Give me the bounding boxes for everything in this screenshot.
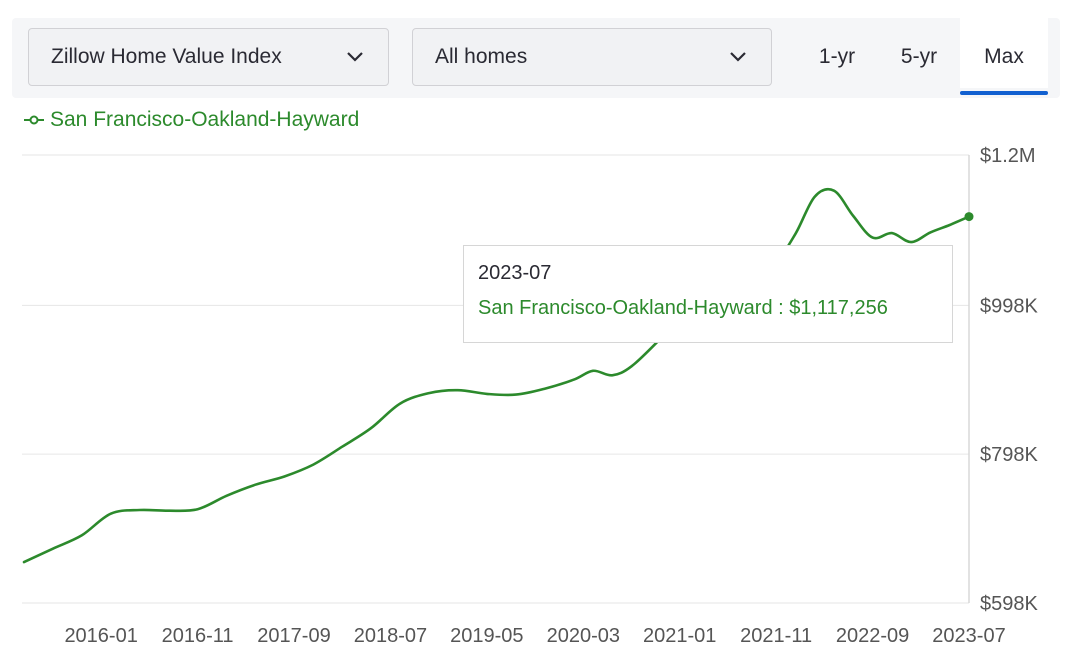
legend-series-label: San Francisco-Oakland-Hayward <box>50 108 360 131</box>
x-tick-label: 2019-05 <box>450 625 523 647</box>
x-tick-label: 2021-01 <box>643 625 716 647</box>
x-axis-ticks: 2016-01 2016-11 2017-09 2018-07 2019-05 2020-… <box>64 625 1005 647</box>
gridlines <box>22 154 969 604</box>
x-tick-label: 2022-09 <box>836 625 909 647</box>
metric-dropdown-label: Zillow Home Value Index <box>51 45 282 68</box>
hover-tooltip: 2023-07 San Francisco-Oakland-Hayward : … <box>463 245 953 343</box>
tooltip-value: $1,117,256 <box>789 297 888 319</box>
x-tick-label: 2017-09 <box>257 625 330 647</box>
tooltip-date: 2023-07 <box>478 262 552 284</box>
y-tick-label: $798K <box>980 444 1038 466</box>
chevron-down-icon <box>347 52 363 62</box>
tooltip-value-row: San Francisco-Oakland-Hayward : $1,117,2… <box>478 297 938 320</box>
metric-dropdown[interactable]: Zillow Home Value Index <box>28 28 389 86</box>
x-tick-label: 2016-11 <box>162 625 234 647</box>
series-points <box>964 212 974 222</box>
series-line <box>22 187 971 564</box>
highlighted-data-point <box>964 212 974 222</box>
range-tab-1yr[interactable]: 1-yr <box>818 45 856 68</box>
selected-tab-indicator <box>960 91 1048 95</box>
chevron-down-icon <box>730 52 746 62</box>
x-tick-label: 2021-11 <box>740 625 812 647</box>
range-tab-5yr[interactable]: 5-yr <box>900 45 938 68</box>
y-tick-label: $598K <box>980 593 1038 615</box>
chart-legend[interactable]: San Francisco-Oakland-Hayward <box>24 106 359 134</box>
home-type-dropdown[interactable]: All homes <box>412 28 772 86</box>
range-tab-max[interactable]: Max <box>960 18 1048 88</box>
home-type-dropdown-label: All homes <box>435 45 528 68</box>
y-axis-ticks: $598K $798K $998K $1.2M <box>980 145 1038 615</box>
x-tick-label: 2018-07 <box>354 625 427 647</box>
tooltip-separator: : <box>772 297 790 319</box>
x-tick-label: 2023-07 <box>932 625 1005 647</box>
chart-toolbar: Zillow Home Value Index All homes 1-yr 5… <box>12 18 1060 98</box>
legend-line-marker-icon <box>24 115 44 125</box>
tooltip-series-name: San Francisco-Oakland-Hayward <box>478 297 773 319</box>
x-tick-label: 2016-01 <box>64 625 137 647</box>
y-tick-label: $998K <box>980 295 1038 317</box>
x-tick-label: 2020-03 <box>547 625 620 647</box>
y-tick-label: $1.2M <box>980 145 1036 167</box>
